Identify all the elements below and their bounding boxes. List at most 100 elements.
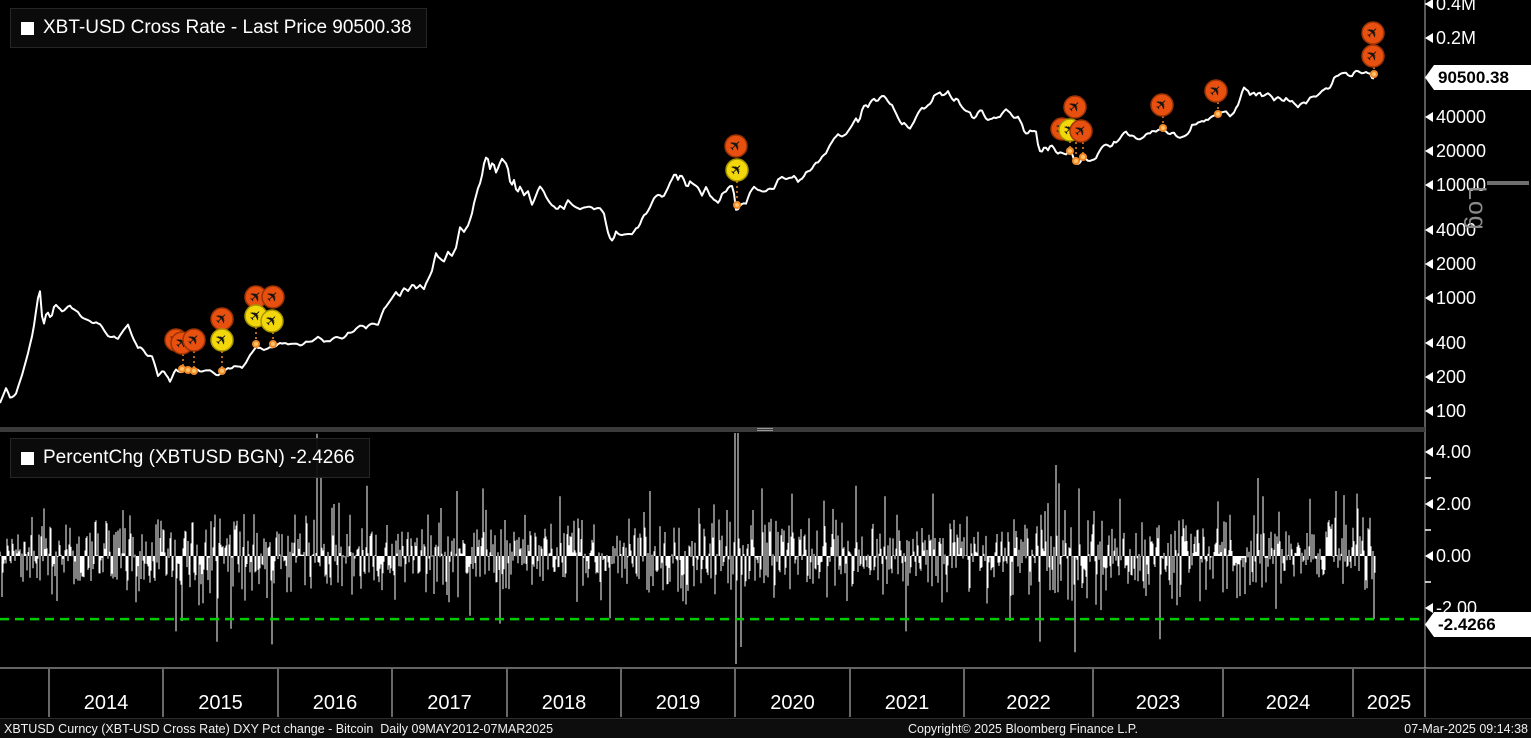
event-circle: [260, 309, 284, 333]
last-price-value: 90500.38: [1438, 67, 1509, 87]
year-label: 2024: [1266, 692, 1311, 714]
price-tick-label: 20000: [1436, 141, 1486, 161]
event-dot-core: [220, 369, 224, 373]
year-label: 2015: [198, 692, 243, 714]
axis-tick-arrow: [1425, 32, 1433, 43]
event-dot-core: [1372, 72, 1376, 76]
price-tick-label: 0.2M: [1436, 28, 1476, 48]
airplane-event-icon[interactable]: ✈: [182, 328, 206, 352]
price-series-label: XBT-USD Cross Rate - Last Price 90500.38: [43, 17, 412, 38]
airplane-event-icon[interactable]: ✈: [725, 158, 749, 182]
event-dot-core: [1074, 159, 1078, 163]
price-tick-label: 1000: [1436, 288, 1476, 308]
event-dot-core: [1068, 149, 1072, 153]
airplane-event-icon[interactable]: ✈: [1361, 21, 1385, 45]
axis-tick-arrow: [1425, 258, 1433, 269]
year-label: 2025: [1367, 692, 1412, 714]
event-dot-core: [271, 342, 275, 346]
log-scale-dash: [1487, 181, 1529, 185]
threshold-value: -2.4266: [1438, 614, 1496, 634]
price-tick-label: 400: [1436, 333, 1466, 353]
panel-divider[interactable]: [0, 427, 1425, 432]
price-tick-label: 40000: [1436, 107, 1486, 127]
airplane-event-icon[interactable]: ✈: [244, 285, 268, 309]
price-series-swatch: [21, 21, 34, 35]
airplane-event-icon[interactable]: ✈: [1063, 95, 1087, 119]
axis-tick-arrow: [1425, 551, 1433, 561]
event-circle: [210, 328, 234, 352]
status-bar: XBTUSD Curncy (XBT-USD Cross Rate) DXY P…: [0, 718, 1531, 738]
event-circle: [1063, 95, 1087, 119]
axis-tick-arrow: [1425, 603, 1433, 613]
pct-tick-label: 2.00: [1436, 494, 1471, 514]
pct-series-label: PercentChg (XBTUSD BGN) -2.4266: [43, 447, 355, 468]
axis-tick-arrow: [1425, 293, 1433, 303]
price-tick-label: 0.4M: [1436, 0, 1476, 14]
last-price-flag: 90500.38: [1425, 65, 1531, 90]
price-tick-label: 200: [1436, 367, 1466, 387]
airplane-event-icon[interactable]: ✈: [1069, 119, 1093, 143]
year-label: 2016: [313, 692, 358, 714]
event-circle: [182, 328, 206, 352]
airplane-event-icon[interactable]: ✈: [210, 328, 234, 352]
axis-tick-arrow: [1425, 337, 1433, 348]
year-label: 2019: [656, 692, 701, 714]
axis-tick-arrow: [1425, 447, 1433, 457]
price-line-group: [0, 69, 1375, 404]
axis-tick-arrow: [1425, 145, 1433, 156]
year-label: 2022: [1006, 692, 1051, 714]
status-security-info: XBTUSD Curncy (XBT-USD Cross Rate) DXY P…: [4, 722, 554, 736]
airplane-event-icon[interactable]: ✈: [1361, 44, 1385, 68]
axis-tick-arrow: [1425, 406, 1433, 416]
axis-tick-arrow: [1425, 224, 1433, 235]
axis-tick-arrow: [1425, 371, 1433, 382]
event-dot-core: [186, 368, 190, 372]
event-dot-core: [254, 342, 258, 346]
event-circle: [1204, 79, 1228, 103]
event-circle: [1150, 93, 1174, 117]
event-circle: [724, 134, 748, 158]
price-tick-label: 10000: [1436, 175, 1486, 195]
event-dot-core: [735, 203, 739, 207]
year-label: 2014: [84, 692, 129, 714]
axis-tick-arrow: [1425, 499, 1433, 509]
airplane-event-icon[interactable]: ✈: [1204, 79, 1228, 103]
airplane-event-icon[interactable]: ✈: [261, 285, 285, 309]
axis-tick-arrow: [1425, 0, 1433, 9]
price-tick-label: 2000: [1436, 254, 1476, 274]
pct-bars: [0, 433, 1376, 664]
threshold-flag: -2.4266: [1425, 612, 1531, 637]
event-dot-core: [180, 367, 184, 371]
status-copyright: Copyright© 2025 Bloomberg Finance L.P.: [908, 722, 1138, 736]
airplane-event-icon[interactable]: ✈: [260, 309, 284, 333]
airplane-event-icon[interactable]: ✈: [724, 134, 748, 158]
event-circle: [725, 158, 749, 182]
axis-tick-arrow: [1425, 111, 1433, 122]
event-circle: [1361, 44, 1385, 68]
price-series-legend[interactable]: XBT-USD Cross Rate - Last Price 90500.38: [10, 8, 427, 48]
year-label: 2023: [1136, 692, 1181, 714]
airplane-event-icon[interactable]: ✈: [210, 307, 234, 331]
year-label: 2021: [885, 692, 930, 714]
event-dot-core: [1161, 126, 1165, 130]
price-line: [0, 69, 1375, 404]
airplane-event-icon[interactable]: ✈: [1150, 93, 1174, 117]
year-label: 2017: [427, 692, 472, 714]
pct-series-swatch: [21, 451, 34, 465]
status-timestamp: 07-Mar-2025 09:14:38: [1404, 722, 1528, 736]
price-tick-label: 100: [1436, 401, 1466, 421]
price-tick-label: 4000: [1436, 220, 1476, 240]
event-dot-core: [1216, 112, 1220, 116]
axis-tick-arrow: [1425, 180, 1433, 190]
event-dot-core: [192, 369, 196, 373]
event-circle: [1361, 21, 1385, 45]
pct-series-legend[interactable]: PercentChg (XBTUSD BGN) -2.4266: [10, 438, 370, 478]
year-label: 2018: [542, 692, 587, 714]
year-label: 2020: [770, 692, 815, 714]
pct-tick-label: 4.00: [1436, 442, 1471, 462]
log-scale-label[interactable]: Log: [1463, 186, 1491, 231]
event-circle: [261, 285, 285, 309]
event-dot-core: [1081, 155, 1085, 159]
